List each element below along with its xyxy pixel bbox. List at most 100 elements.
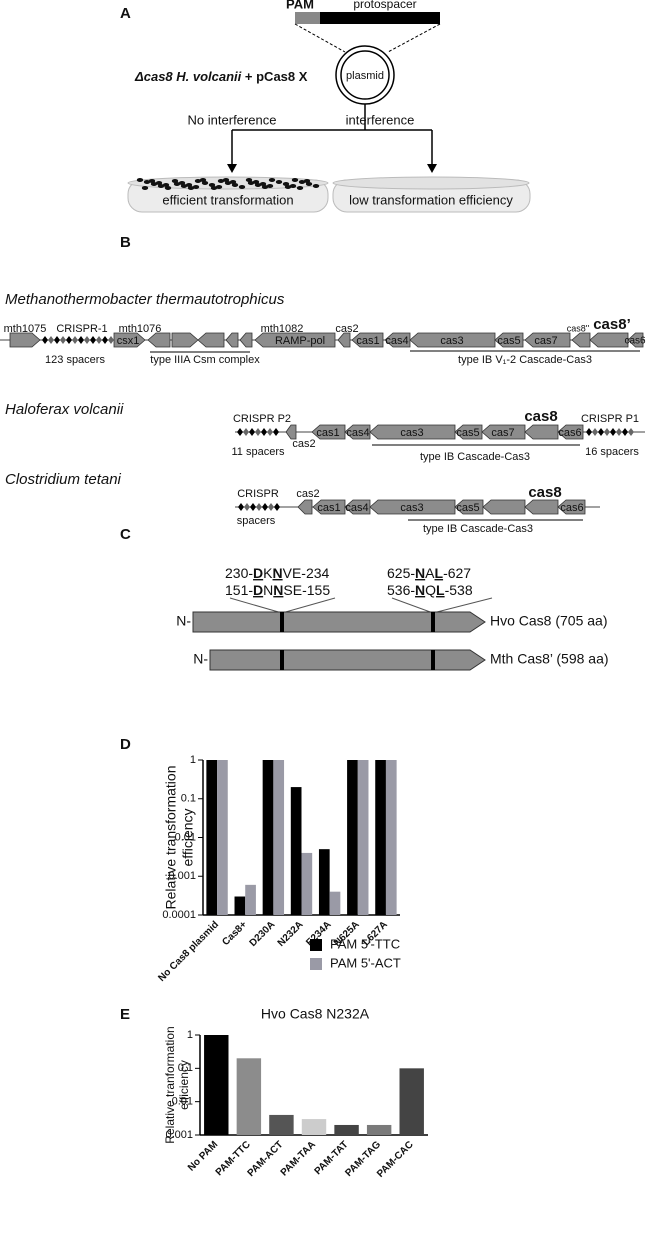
gene-label: cas8'' xyxy=(567,323,590,333)
gene-label: cas3 xyxy=(400,427,423,439)
motif-part: D xyxy=(253,565,263,581)
motif: 536-NQL-538 xyxy=(387,582,473,598)
colony xyxy=(208,183,216,187)
gene-label: cas4 xyxy=(346,427,369,439)
legend-swatch xyxy=(310,939,322,951)
crispr-repeat xyxy=(273,428,279,436)
pam-label: PAM xyxy=(286,0,314,11)
bar xyxy=(329,891,341,915)
colony xyxy=(141,186,149,190)
gene xyxy=(171,332,199,348)
gene xyxy=(369,424,456,440)
colony xyxy=(289,184,297,188)
x-tick-label: D230A xyxy=(248,919,278,949)
gene-label: cas5 xyxy=(456,427,479,439)
motif-part: A xyxy=(425,565,435,581)
colony xyxy=(231,183,239,187)
motif: 230-DKNVE-234 xyxy=(225,565,330,581)
pam-box xyxy=(295,12,320,24)
motif-part: -627 xyxy=(443,565,471,581)
colony xyxy=(303,179,311,183)
gene-label: cas8 xyxy=(524,408,557,425)
protein-prefix: N- xyxy=(176,613,191,629)
crispr-repeat xyxy=(274,503,280,511)
strain-text: Δcas8 H. volcanii + pCas8 X xyxy=(134,69,308,84)
motif-part: N xyxy=(415,582,425,598)
motif-part: 625- xyxy=(387,565,415,581)
colony xyxy=(296,186,304,190)
colony xyxy=(238,185,246,189)
gene-label: mth1076 xyxy=(119,323,162,335)
bar xyxy=(399,1068,424,1135)
gene xyxy=(369,499,456,515)
motif-part: L xyxy=(435,565,444,581)
chart-title: Hvo Cas8 N232A xyxy=(261,1006,370,1022)
crispr-repeat xyxy=(243,428,249,436)
organism-name: Clostridium tetani xyxy=(5,471,122,488)
panel-label: A xyxy=(120,5,131,22)
gene xyxy=(557,424,584,440)
gene xyxy=(9,332,41,348)
colony xyxy=(180,184,188,188)
strain: Δcas8 H. volcanii xyxy=(134,69,242,84)
gene-label: cas4 xyxy=(385,335,408,347)
crispr-repeat xyxy=(622,428,628,436)
gene xyxy=(337,332,351,348)
crispr-repeat xyxy=(42,336,48,344)
gene-label: cas7 xyxy=(491,427,514,439)
protein-prefix: N- xyxy=(193,651,208,667)
y-axis-title-line: Relative tranformation xyxy=(163,1026,177,1143)
gene-label: cas4 xyxy=(345,502,368,514)
colony xyxy=(247,181,255,185)
gene xyxy=(482,499,526,515)
colony xyxy=(150,182,158,186)
crispr-repeat xyxy=(238,503,244,511)
colony xyxy=(148,179,156,183)
legend-label: PAM 5'-ACT xyxy=(330,955,401,970)
colony xyxy=(254,183,262,187)
crispr-repeat xyxy=(48,336,54,344)
panel-label: D xyxy=(120,736,131,753)
colony xyxy=(222,178,230,182)
motif-part: 536- xyxy=(387,582,415,598)
crispr-repeat xyxy=(616,428,622,436)
y-axis-title-line: Relative transformation xyxy=(162,766,178,910)
y-tick-label: 0.001 xyxy=(168,870,196,882)
bar xyxy=(357,760,369,915)
colony xyxy=(245,178,253,182)
gene-label: 11 spacers xyxy=(232,446,285,458)
gene-label: RAMP-pol xyxy=(275,335,325,347)
panel-label: C xyxy=(120,526,131,543)
gene xyxy=(285,424,297,440)
protein-name: Mth Cas8’ (598 aa) xyxy=(490,651,609,667)
construct: + pCas8 X xyxy=(245,69,308,84)
legend-swatch xyxy=(310,958,322,970)
y-tick-label: 1 xyxy=(187,1029,193,1041)
motif-part: 151- xyxy=(225,582,253,598)
gene xyxy=(627,332,644,348)
y-axis-title: Relative transformationefficiency xyxy=(162,766,195,910)
motif-part: L xyxy=(436,582,445,598)
bar xyxy=(334,1124,359,1135)
y-tick-label: 0.1 xyxy=(178,1062,193,1074)
colony xyxy=(268,178,276,182)
y-tick-label: 1 xyxy=(190,754,196,766)
motif-part: -538 xyxy=(445,582,473,598)
gene-label: cas6 xyxy=(624,336,646,347)
bar xyxy=(234,896,246,915)
colony xyxy=(178,181,186,185)
branch-right: interference xyxy=(346,112,415,127)
colony xyxy=(291,178,299,182)
crispr-repeat xyxy=(256,503,262,511)
colony xyxy=(185,183,193,187)
gene xyxy=(311,424,346,440)
bar xyxy=(206,760,218,915)
dash-line xyxy=(294,23,346,53)
bar xyxy=(301,1119,327,1135)
arrow-head xyxy=(427,164,437,173)
legend-label: PAM 5'-TTC xyxy=(330,936,400,951)
gene xyxy=(239,332,253,348)
colony xyxy=(173,182,181,186)
protein-name: Hvo Cas8 (705 aa) xyxy=(490,613,608,629)
colony xyxy=(171,179,179,183)
